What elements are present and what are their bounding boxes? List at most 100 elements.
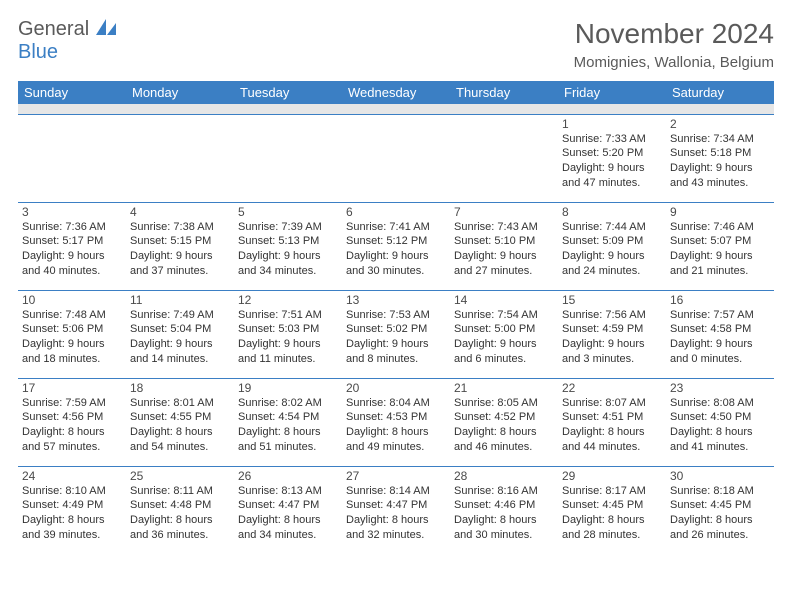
day-info: Sunrise: 7:34 AMSunset: 5:18 PMDaylight:… (670, 132, 770, 191)
day-info: Sunrise: 7:51 AMSunset: 5:03 PMDaylight:… (238, 308, 338, 367)
day-info: Sunrise: 7:41 AMSunset: 5:12 PMDaylight:… (346, 220, 446, 279)
day-number: 17 (22, 381, 122, 396)
calendar-day-cell: 13Sunrise: 7:53 AMSunset: 5:02 PMDayligh… (342, 290, 450, 378)
day-number: 23 (670, 381, 770, 396)
day-number: 24 (22, 469, 122, 484)
location-subtitle: Momignies, Wallonia, Belgium (574, 54, 774, 71)
day-info: Sunrise: 8:08 AMSunset: 4:50 PMDaylight:… (670, 396, 770, 455)
spacer-row (18, 104, 774, 114)
day-number: 18 (130, 381, 230, 396)
day-info: Sunrise: 8:11 AMSunset: 4:48 PMDaylight:… (130, 484, 230, 543)
calendar-day-cell: 3Sunrise: 7:36 AMSunset: 5:17 PMDaylight… (18, 202, 126, 290)
calendar-day-cell: 24Sunrise: 8:10 AMSunset: 4:49 PMDayligh… (18, 466, 126, 554)
calendar-day-cell: 29Sunrise: 8:17 AMSunset: 4:45 PMDayligh… (558, 466, 666, 554)
title-block: November 2024 Momignies, Wallonia, Belgi… (574, 18, 774, 71)
day-number: 2 (670, 117, 770, 132)
day-number: 28 (454, 469, 554, 484)
day-number: 9 (670, 205, 770, 220)
calendar-day-cell: 18Sunrise: 8:01 AMSunset: 4:55 PMDayligh… (126, 378, 234, 466)
calendar-day-cell: 11Sunrise: 7:49 AMSunset: 5:04 PMDayligh… (126, 290, 234, 378)
calendar-day-cell: 16Sunrise: 7:57 AMSunset: 4:58 PMDayligh… (666, 290, 774, 378)
calendar-empty-cell (18, 114, 126, 202)
day-number: 8 (562, 205, 662, 220)
day-info: Sunrise: 7:44 AMSunset: 5:09 PMDaylight:… (562, 220, 662, 279)
calendar-day-cell: 21Sunrise: 8:05 AMSunset: 4:52 PMDayligh… (450, 378, 558, 466)
day-info: Sunrise: 7:59 AMSunset: 4:56 PMDaylight:… (22, 396, 122, 455)
weekday-header: Tuesday (234, 81, 342, 104)
calendar-day-cell: 30Sunrise: 8:18 AMSunset: 4:45 PMDayligh… (666, 466, 774, 554)
day-info: Sunrise: 7:38 AMSunset: 5:15 PMDaylight:… (130, 220, 230, 279)
day-info: Sunrise: 7:53 AMSunset: 5:02 PMDaylight:… (346, 308, 446, 367)
calendar-day-cell: 17Sunrise: 7:59 AMSunset: 4:56 PMDayligh… (18, 378, 126, 466)
weekday-header: Wednesday (342, 81, 450, 104)
calendar-day-cell: 14Sunrise: 7:54 AMSunset: 5:00 PMDayligh… (450, 290, 558, 378)
day-number: 20 (346, 381, 446, 396)
day-number: 5 (238, 205, 338, 220)
weekday-header: Saturday (666, 81, 774, 104)
day-info: Sunrise: 7:56 AMSunset: 4:59 PMDaylight:… (562, 308, 662, 367)
weekday-header: Friday (558, 81, 666, 104)
day-number: 25 (130, 469, 230, 484)
day-info: Sunrise: 7:57 AMSunset: 4:58 PMDaylight:… (670, 308, 770, 367)
weekday-header: Sunday (18, 81, 126, 104)
day-info: Sunrise: 8:18 AMSunset: 4:45 PMDaylight:… (670, 484, 770, 543)
calendar-day-cell: 1Sunrise: 7:33 AMSunset: 5:20 PMDaylight… (558, 114, 666, 202)
day-number: 12 (238, 293, 338, 308)
calendar-day-cell: 7Sunrise: 7:43 AMSunset: 5:10 PMDaylight… (450, 202, 558, 290)
day-info: Sunrise: 8:17 AMSunset: 4:45 PMDaylight:… (562, 484, 662, 543)
calendar-day-cell: 4Sunrise: 7:38 AMSunset: 5:15 PMDaylight… (126, 202, 234, 290)
calendar-empty-cell (342, 114, 450, 202)
day-info: Sunrise: 7:33 AMSunset: 5:20 PMDaylight:… (562, 132, 662, 191)
calendar-empty-cell (450, 114, 558, 202)
day-number: 22 (562, 381, 662, 396)
calendar-day-cell: 19Sunrise: 8:02 AMSunset: 4:54 PMDayligh… (234, 378, 342, 466)
calendar-day-cell: 20Sunrise: 8:04 AMSunset: 4:53 PMDayligh… (342, 378, 450, 466)
calendar-empty-cell (126, 114, 234, 202)
day-info: Sunrise: 8:04 AMSunset: 4:53 PMDaylight:… (346, 396, 446, 455)
day-info: Sunrise: 8:01 AMSunset: 4:55 PMDaylight:… (130, 396, 230, 455)
day-info: Sunrise: 8:13 AMSunset: 4:47 PMDaylight:… (238, 484, 338, 543)
day-info: Sunrise: 7:49 AMSunset: 5:04 PMDaylight:… (130, 308, 230, 367)
calendar-day-cell: 27Sunrise: 8:14 AMSunset: 4:47 PMDayligh… (342, 466, 450, 554)
day-info: Sunrise: 7:54 AMSunset: 5:00 PMDaylight:… (454, 308, 554, 367)
calendar-day-cell: 23Sunrise: 8:08 AMSunset: 4:50 PMDayligh… (666, 378, 774, 466)
day-info: Sunrise: 8:14 AMSunset: 4:47 PMDaylight:… (346, 484, 446, 543)
calendar-day-cell: 12Sunrise: 7:51 AMSunset: 5:03 PMDayligh… (234, 290, 342, 378)
logo-text-general: General (18, 18, 89, 40)
day-number: 7 (454, 205, 554, 220)
calendar-body: 1Sunrise: 7:33 AMSunset: 5:20 PMDaylight… (18, 104, 774, 554)
day-number: 11 (130, 293, 230, 308)
day-number: 10 (22, 293, 122, 308)
calendar-day-cell: 9Sunrise: 7:46 AMSunset: 5:07 PMDaylight… (666, 202, 774, 290)
day-info: Sunrise: 7:36 AMSunset: 5:17 PMDaylight:… (22, 220, 122, 279)
day-info: Sunrise: 7:46 AMSunset: 5:07 PMDaylight:… (670, 220, 770, 279)
calendar-day-cell: 22Sunrise: 8:07 AMSunset: 4:51 PMDayligh… (558, 378, 666, 466)
calendar-week-row: 10Sunrise: 7:48 AMSunset: 5:06 PMDayligh… (18, 290, 774, 378)
logo: General Blue (18, 18, 116, 64)
calendar-week-row: 17Sunrise: 7:59 AMSunset: 4:56 PMDayligh… (18, 378, 774, 466)
day-info: Sunrise: 8:10 AMSunset: 4:49 PMDaylight:… (22, 484, 122, 543)
day-info: Sunrise: 7:48 AMSunset: 5:06 PMDaylight:… (22, 308, 122, 367)
day-info: Sunrise: 8:16 AMSunset: 4:46 PMDaylight:… (454, 484, 554, 543)
calendar-day-cell: 28Sunrise: 8:16 AMSunset: 4:46 PMDayligh… (450, 466, 558, 554)
month-title: November 2024 (574, 18, 774, 50)
weekday-header: Monday (126, 81, 234, 104)
day-number: 4 (130, 205, 230, 220)
page-header: General Blue November 2024 Momignies, Wa… (18, 18, 774, 71)
calendar-day-cell: 6Sunrise: 7:41 AMSunset: 5:12 PMDaylight… (342, 202, 450, 290)
day-number: 1 (562, 117, 662, 132)
calendar-week-row: 24Sunrise: 8:10 AMSunset: 4:49 PMDayligh… (18, 466, 774, 554)
day-number: 3 (22, 205, 122, 220)
day-info: Sunrise: 7:43 AMSunset: 5:10 PMDaylight:… (454, 220, 554, 279)
day-number: 29 (562, 469, 662, 484)
day-number: 27 (346, 469, 446, 484)
calendar-day-cell: 15Sunrise: 7:56 AMSunset: 4:59 PMDayligh… (558, 290, 666, 378)
calendar-day-cell: 5Sunrise: 7:39 AMSunset: 5:13 PMDaylight… (234, 202, 342, 290)
calendar-day-cell: 25Sunrise: 8:11 AMSunset: 4:48 PMDayligh… (126, 466, 234, 554)
calendar-table: SundayMondayTuesdayWednesdayThursdayFrid… (18, 81, 774, 554)
logo-text-blue: Blue (18, 41, 58, 63)
logo-sail-icon (96, 19, 116, 35)
day-number: 6 (346, 205, 446, 220)
calendar-day-cell: 8Sunrise: 7:44 AMSunset: 5:09 PMDaylight… (558, 202, 666, 290)
logo-text: General Blue (18, 18, 116, 64)
